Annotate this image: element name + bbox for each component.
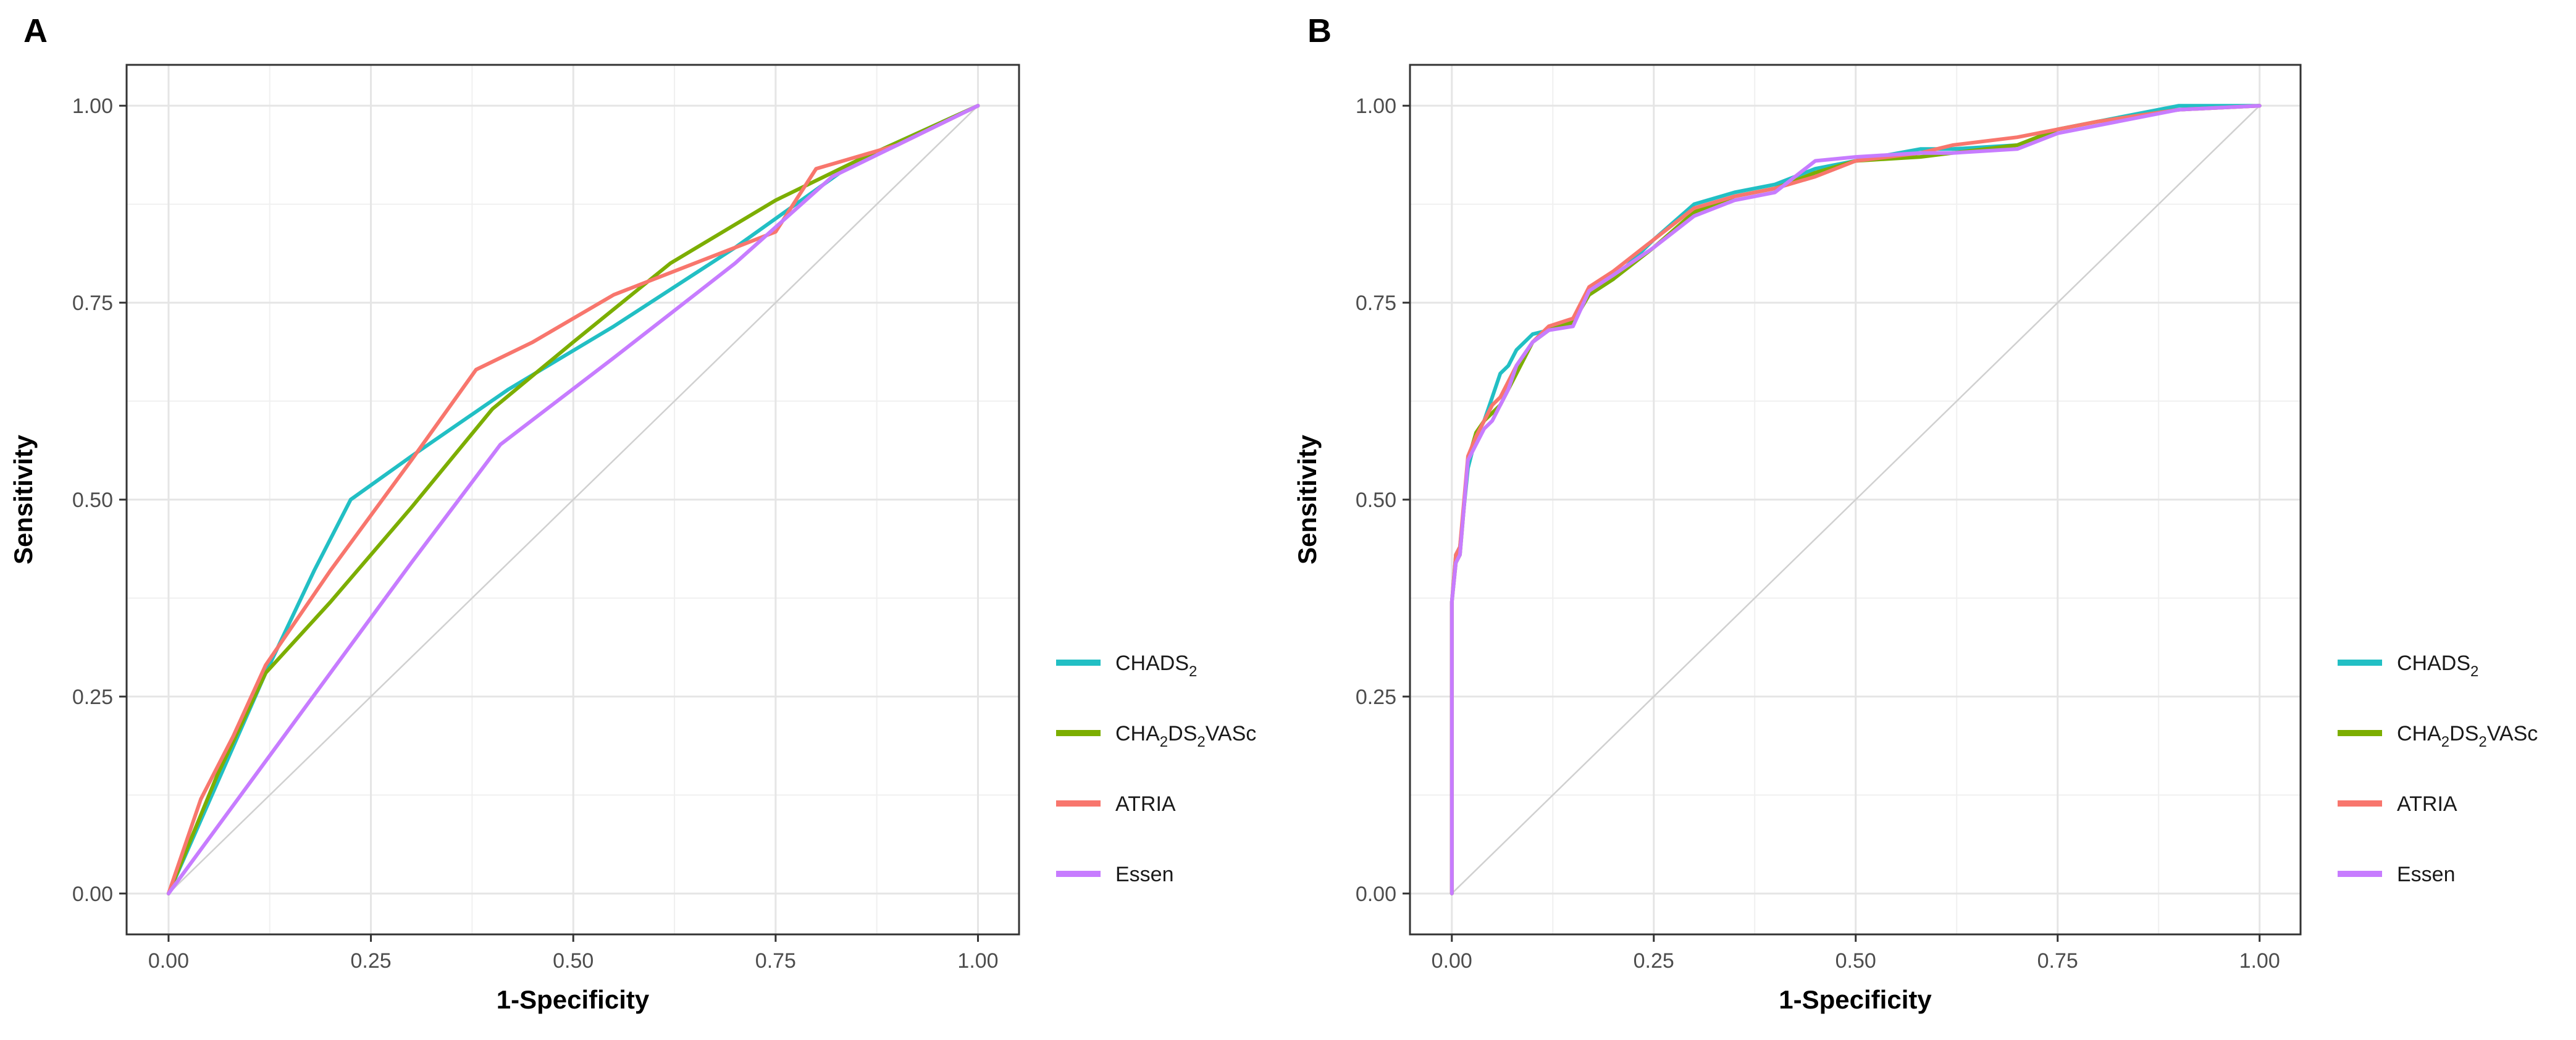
x-tick-label: 0.25 (350, 949, 391, 973)
legend-label: CHADS2 (1115, 652, 1197, 680)
roc-curve-atria (1450, 104, 2262, 895)
y-tick-label: 1.00 (72, 94, 113, 118)
legend-item-atria: ATRIA (2338, 792, 2457, 816)
legend-item-chads2: CHADS2 (2338, 652, 2478, 680)
legend-label: CHA2DS2VASc (2397, 722, 2538, 750)
legend-item-chads2: CHADS2 (1056, 652, 1197, 680)
panel-label: B (1307, 12, 1332, 49)
y-tick-label: 0.50 (1356, 489, 1396, 512)
x-tick-label: 0.00 (1432, 949, 1472, 973)
x-tick-label: 0.50 (553, 949, 594, 973)
y-tick-label: 0.00 (1356, 883, 1396, 906)
legend-item-essen: Essen (1056, 863, 1174, 886)
reference-diagonal (168, 105, 979, 894)
legend: CHADS2 CHA2DS2VASc ATRIA Essen (2338, 652, 2538, 886)
x-tick-label: 1.00 (2239, 949, 2280, 973)
legend-label: Essen (2397, 863, 2456, 886)
legend-item-cha2ds2vasc: CHA2DS2VASc (1056, 722, 1256, 750)
legend-item-atria: ATRIA (1056, 792, 1176, 816)
y-tick-label: 0.25 (1356, 686, 1396, 709)
x-tick-label: 0.25 (1634, 949, 1674, 973)
legend-label: ATRIA (2397, 792, 2457, 816)
y-tick-label: 0.00 (72, 883, 113, 906)
roc-panel-a: A 0.00 0.25 0.50 0.75 1.00 0.00 0.25 0.50 0.75 1.0… (9, 12, 1256, 1014)
x-axis-title: 1-Specificity (1779, 985, 1932, 1014)
roc-panel-b: B 0.00 0.25 0.50 0.75 1.00 0.00 0.25 0.50 0.75 1.0… (1293, 12, 2538, 1014)
x-tick-label: 0.00 (148, 949, 189, 973)
series-lines (1450, 104, 2262, 895)
legend-label: CHA2DS2VASc (1115, 722, 1256, 750)
y-tick-label: 0.75 (1356, 291, 1396, 315)
roc-curve-atria (166, 104, 980, 895)
legend-label: Essen (1115, 863, 1174, 886)
series-lines (166, 104, 980, 895)
x-tick-label: 0.75 (2037, 949, 2078, 973)
legend-item-essen: Essen (2338, 863, 2456, 886)
y-tick-label: 1.00 (1356, 94, 1396, 118)
x-tick-label: 0.50 (1836, 949, 1876, 973)
roc-curve-essen (1450, 104, 2262, 895)
legend-item-cha2ds2vasc: CHA2DS2VASc (2338, 722, 2538, 750)
x-tick-label: 1.00 (957, 949, 998, 973)
x-axis-title: 1-Specificity (497, 985, 650, 1014)
x-tick-label: 0.75 (755, 949, 796, 973)
y-axis-title: Sensitivity (1293, 434, 1322, 564)
legend: CHADS2 CHA2DS2VASc ATRIA Essen (1056, 652, 1256, 886)
y-axis-title: Sensitivity (9, 434, 38, 564)
panel-label: A (23, 12, 48, 49)
y-tick-label: 0.50 (72, 489, 113, 512)
y-tick-label: 0.75 (72, 291, 113, 315)
y-tick-label: 0.25 (72, 686, 113, 709)
roc-curve-essen (166, 104, 980, 895)
legend-label: CHADS2 (2397, 652, 2478, 680)
legend-label: ATRIA (1115, 792, 1176, 816)
reference-diagonal (1451, 105, 2260, 894)
